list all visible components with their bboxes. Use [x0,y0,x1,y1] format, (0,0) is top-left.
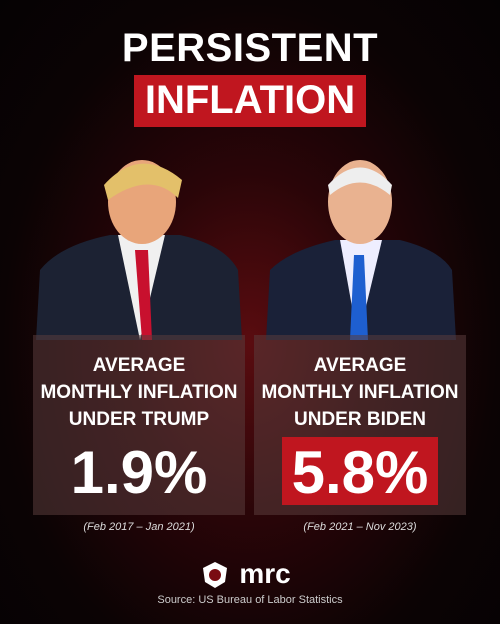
panel-value: 1.9% [70,439,208,506]
label-line: UNDER TRUMP [68,409,210,430]
portrait-right [266,160,456,340]
portraits [36,160,456,340]
stat-panel [33,335,245,515]
panel-period: (Feb 2017 – Jan 2021) [83,521,195,533]
label-line: AVERAGE [92,355,186,376]
label-line: UNDER BIDEN [294,409,426,430]
label-line: MONTHLY INFLATION [40,382,238,403]
label-line: MONTHLY INFLATION [261,382,459,403]
panel-value: 5.8% [291,439,429,506]
logo-text: mrc [239,558,291,589]
panel-label: AVERAGE MONTHLY INFLATION UNDER BIDEN [254,352,466,433]
title-highlight [134,75,366,127]
source-note: Source: US Bureau of Labor Statistics [157,594,343,606]
portrait-left [36,160,242,340]
panel-label: AVERAGE MONTHLY INFLATION UNDER TRUMP [33,352,245,433]
logo-icon [203,562,227,588]
panel-period: (Feb 2021 – Nov 2023) [303,521,417,533]
label-line: AVERAGE [313,355,407,376]
title-line: INFLATION [144,78,356,122]
value-highlight [282,437,438,505]
title-line: PERSISTENT [121,26,379,70]
